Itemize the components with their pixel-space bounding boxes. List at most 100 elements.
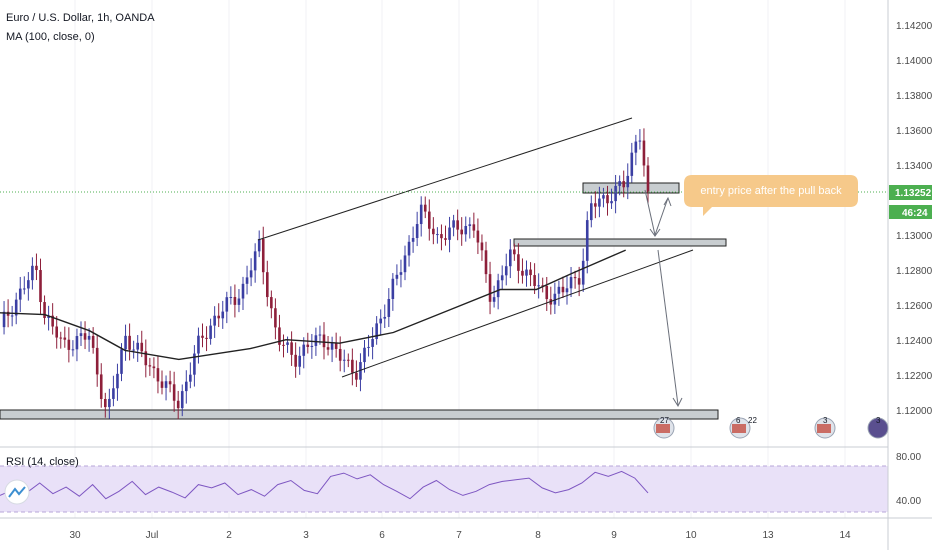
svg-text:6: 6 — [736, 416, 741, 425]
candle-body — [35, 265, 38, 271]
time-tick: 3 — [303, 530, 309, 541]
current-price-text: 1.13252 — [895, 188, 932, 199]
current-price-badge — [889, 185, 932, 200]
candle-body — [108, 398, 111, 408]
candle-body — [172, 384, 176, 401]
candle-body — [286, 342, 289, 345]
candle-body — [116, 373, 119, 389]
candle-body — [428, 211, 431, 229]
pullback-arrow-head — [649, 228, 661, 237]
candle-body — [71, 349, 75, 351]
time-tick: 7 — [456, 530, 462, 541]
candle-body — [221, 311, 225, 319]
pullback-arrow-path — [644, 189, 669, 237]
candle-body — [298, 355, 301, 367]
candle-body — [205, 337, 208, 339]
candle-body — [541, 285, 544, 287]
projection-arrows — [644, 189, 683, 408]
candle-body — [545, 285, 549, 300]
candle-body — [209, 325, 212, 339]
upper-channel-line[interactable] — [257, 117, 633, 241]
candle-body — [464, 225, 468, 235]
candle-body — [160, 381, 164, 388]
event-flag-icon: 27 — [653, 416, 675, 439]
time-axis[interactable]: 30 Jul 2 3 6 7 8 9 10 13 14 — [69, 530, 851, 541]
candle-body — [395, 274, 399, 279]
candle-body — [525, 269, 528, 276]
candle-body — [537, 285, 540, 287]
candle-body — [156, 368, 160, 382]
candle-body — [136, 342, 139, 350]
candle-body — [484, 250, 488, 275]
ma-legend[interactable]: MA (100, close, 0) — [6, 31, 95, 43]
resistance-zone-mid[interactable] — [513, 238, 727, 247]
candle-body — [59, 337, 63, 339]
price-tick: 1.14000 — [896, 56, 932, 67]
candle-body — [180, 391, 184, 409]
candle-body — [480, 242, 484, 251]
event-markers[interactable]: 27 6 22 3 3 — [653, 416, 889, 439]
candle-body — [189, 374, 192, 382]
candle-body — [14, 299, 18, 316]
candle-body — [237, 298, 241, 305]
candle-body — [581, 260, 585, 285]
candle-body — [375, 323, 378, 340]
candle-body — [403, 255, 407, 273]
candle-body — [488, 274, 492, 302]
candle-body — [436, 234, 439, 236]
candle-body — [104, 398, 107, 408]
candle-body — [310, 345, 314, 347]
candle-body — [626, 175, 630, 188]
candle-body — [618, 181, 621, 186]
price-axis[interactable]: 1.14200 1.14000 1.13800 1.13600 1.13400 … — [896, 21, 932, 417]
event-count: 22 — [748, 416, 757, 425]
resistance-zone-top[interactable] — [582, 182, 680, 194]
support-zone-bottom[interactable] — [0, 409, 719, 420]
candle-body — [144, 351, 148, 366]
candle-body — [460, 229, 463, 235]
candle-body — [638, 140, 642, 142]
rsi-legend[interactable]: RSI (14, close) — [6, 456, 79, 468]
candle-body — [63, 337, 67, 340]
time-tick: 8 — [535, 530, 541, 541]
candle-body — [253, 251, 257, 271]
candle-body — [2, 311, 6, 328]
candle-body — [290, 342, 293, 355]
candle-body — [23, 288, 26, 290]
candle-body — [379, 318, 382, 324]
time-tick: 14 — [839, 530, 851, 541]
candle-body — [87, 335, 91, 340]
candle-body — [529, 269, 532, 276]
svg-text:3: 3 — [823, 416, 828, 425]
candle-body — [338, 348, 342, 361]
candle-body — [148, 365, 152, 367]
candle-body — [302, 344, 306, 356]
candle-body — [476, 230, 480, 243]
candle-body — [18, 288, 22, 300]
time-tick: 13 — [762, 530, 774, 541]
candle-body — [432, 228, 435, 235]
candle-body — [132, 349, 135, 351]
entry-note[interactable]: entry price after the pull back — [684, 175, 858, 216]
candle-body — [128, 335, 131, 350]
time-tick: 30 — [69, 530, 81, 541]
candle-body — [590, 203, 593, 221]
candle-body — [213, 315, 216, 326]
price-tick: 1.12200 — [896, 371, 932, 382]
candle-body — [91, 335, 95, 348]
candle-body — [585, 220, 589, 261]
candle-body — [371, 339, 374, 347]
candle-body — [646, 165, 650, 193]
candle-body — [261, 238, 265, 273]
candle-body — [95, 347, 99, 375]
tradingview-logo-icon — [4, 479, 30, 505]
event-flag-icon: 3 — [814, 416, 836, 439]
lower-channel-line[interactable] — [341, 249, 694, 378]
candle-body — [355, 372, 358, 380]
price-tick: 1.13800 — [896, 91, 932, 102]
candle-body — [504, 266, 508, 276]
candle-body — [99, 374, 103, 399]
symbol-title[interactable]: Euro / U.S. Dollar, 1h, OANDA — [6, 12, 155, 24]
